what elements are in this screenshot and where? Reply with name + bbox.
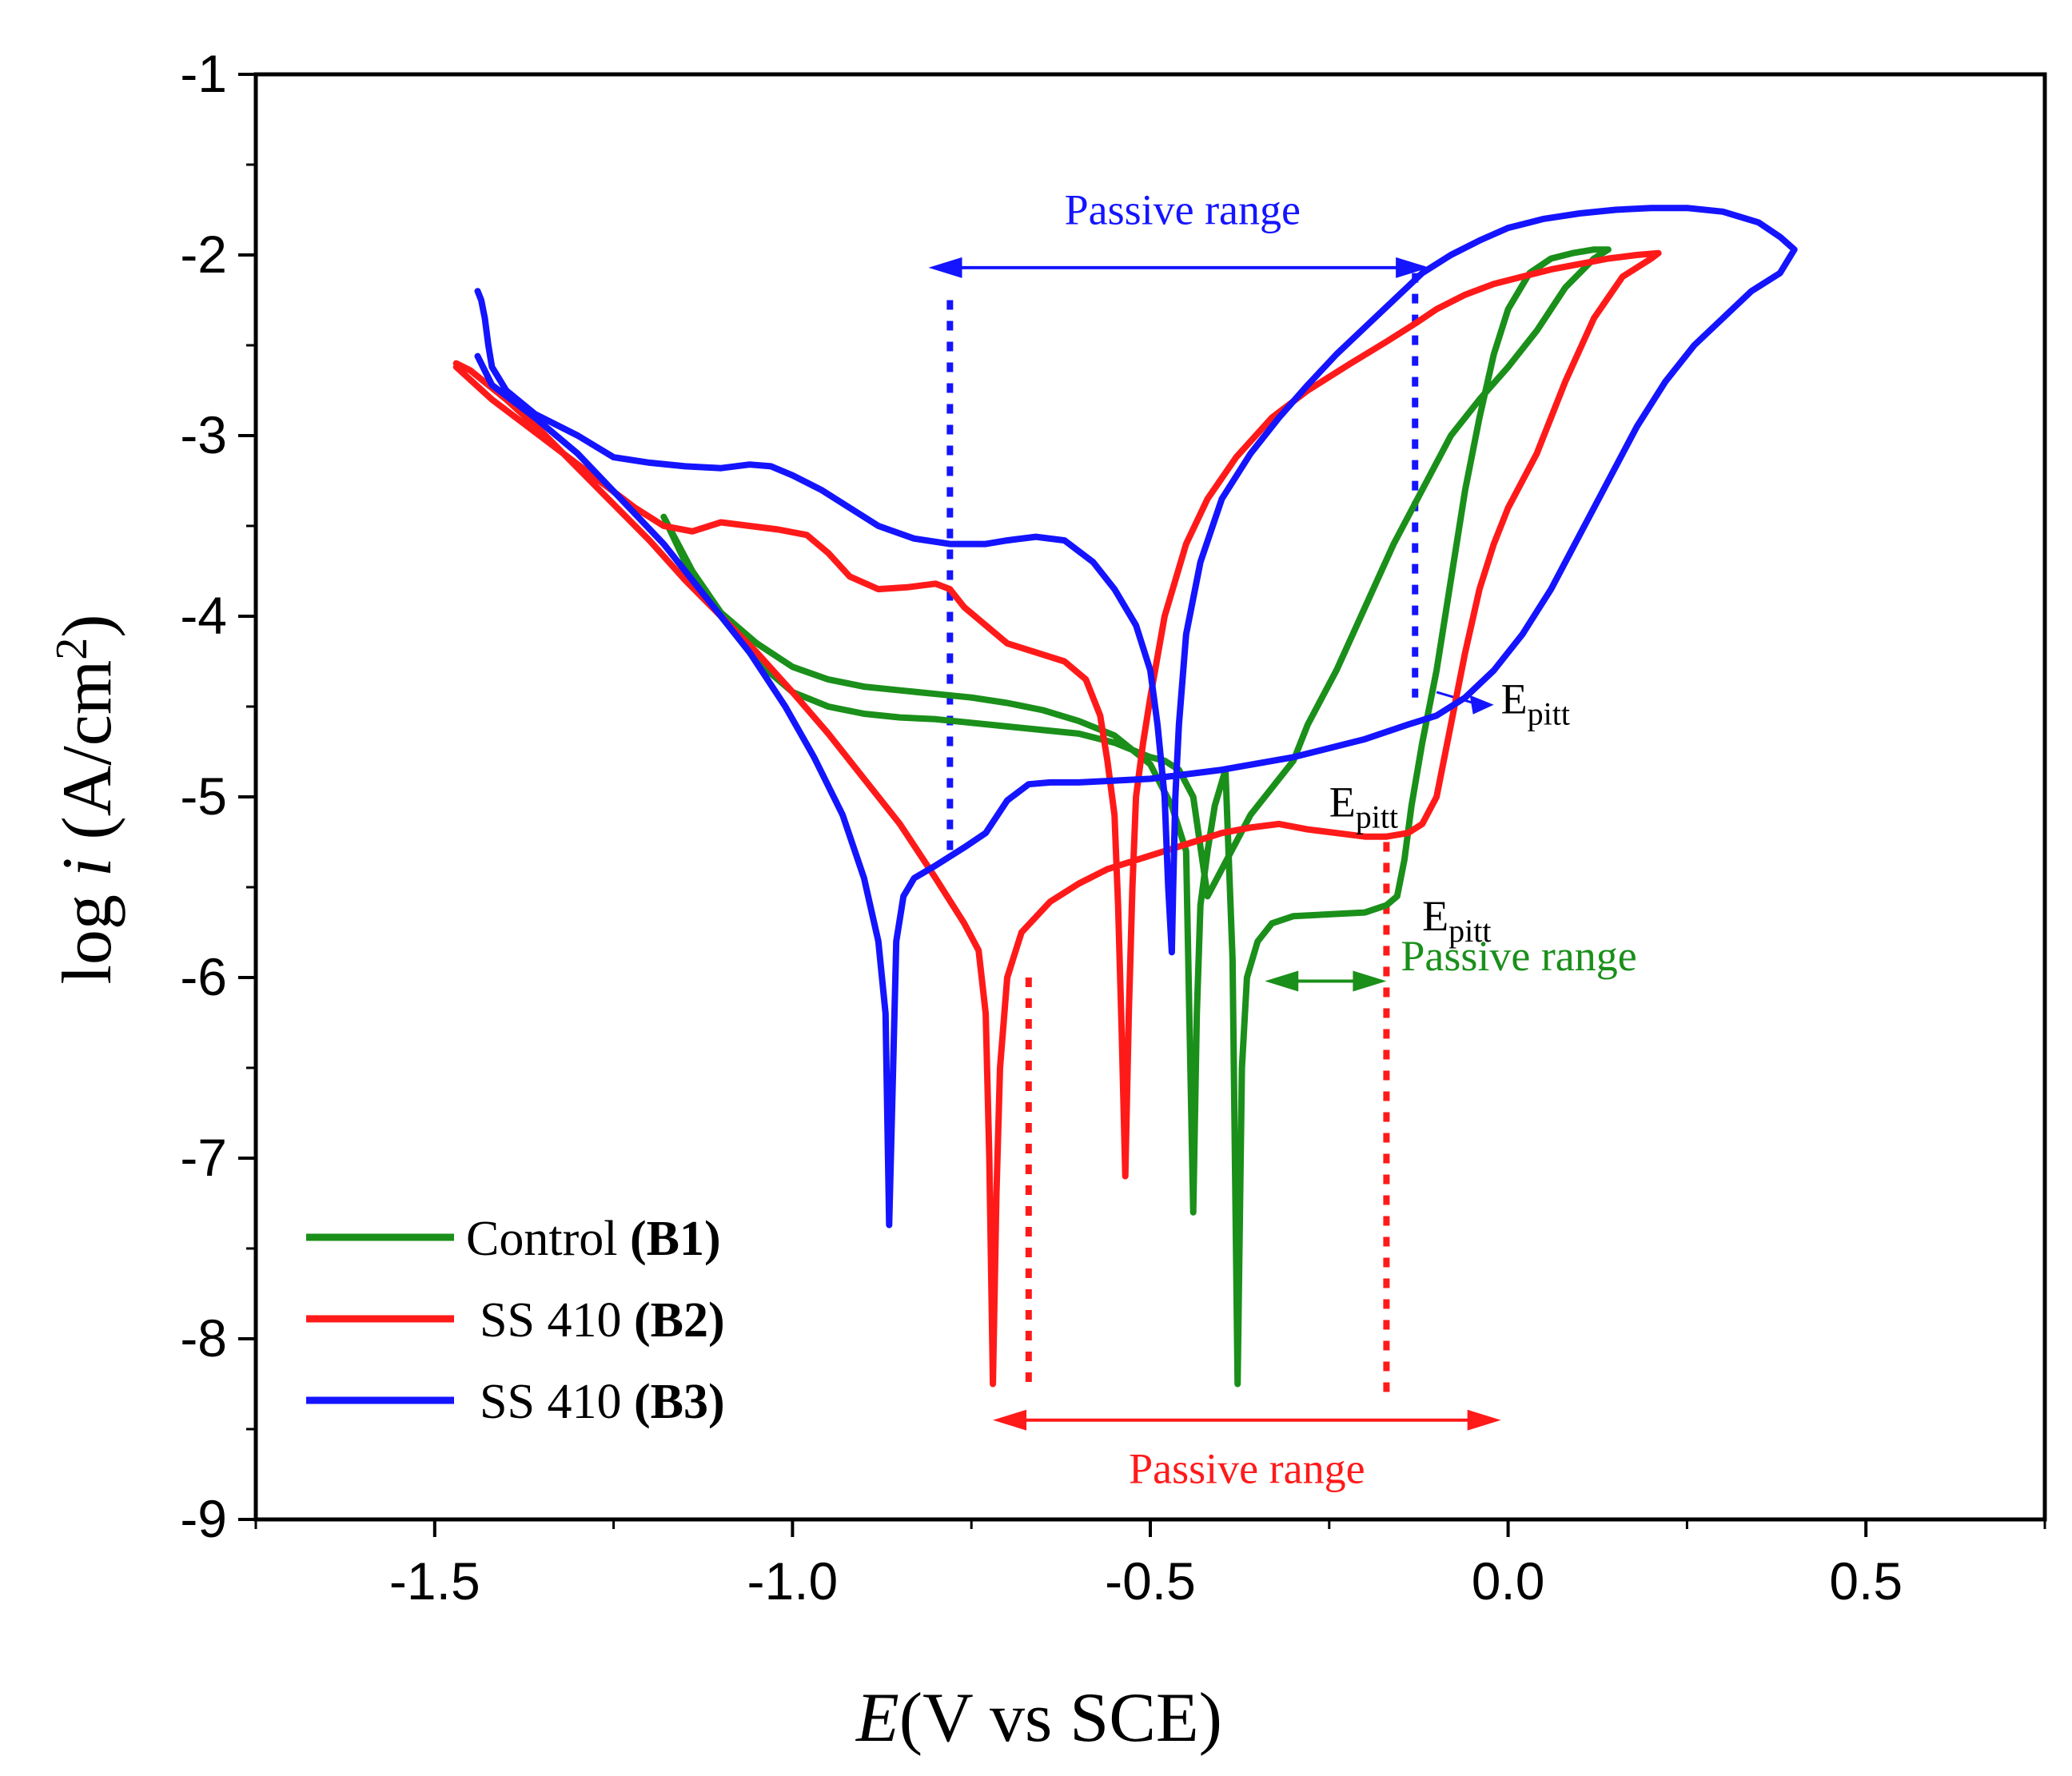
passive-range-markers bbox=[928, 257, 1501, 1431]
epitt-label-blue: Epitt bbox=[1501, 675, 1570, 732]
y-tick-label: -9 bbox=[180, 1489, 227, 1548]
y-tick-label: -6 bbox=[180, 947, 227, 1006]
y-tick-label: -1 bbox=[180, 44, 227, 103]
data-series bbox=[452, 205, 1798, 1388]
blue-passive-arrow-head-left bbox=[928, 257, 962, 278]
legend-label-b1: Control (B1) bbox=[466, 1212, 721, 1266]
x-tick-label: -1.5 bbox=[389, 1551, 480, 1611]
series-line-b3 bbox=[474, 205, 1798, 1228]
epitt-label-red: Epitt bbox=[1329, 778, 1398, 835]
epitt-blue-pointer-head bbox=[1469, 695, 1494, 715]
green-passive-arrow-head-right bbox=[1353, 970, 1387, 992]
epitt-label-green: Epitt bbox=[1422, 892, 1491, 949]
y-tick-label: -2 bbox=[180, 225, 227, 284]
red-passive-range-label: Passive range bbox=[1129, 1445, 1365, 1493]
tick-labels: -1.5 -1.0 -0.5 0.0 0.5 -1 -2 -3 -4 -5 -6 -7 -8 -9 bbox=[180, 44, 1903, 1611]
green-passive-range-label: Passive range bbox=[1401, 932, 1636, 980]
legend-label-b3: SS 410 (B3) bbox=[480, 1375, 725, 1429]
y-tick-label: -7 bbox=[180, 1128, 227, 1187]
blue-passive-range-label: Passive range bbox=[1065, 186, 1301, 234]
y-tick-label: -8 bbox=[180, 1308, 227, 1368]
plot-frame bbox=[253, 72, 2047, 1522]
legend-label-b2: SS 410 (B2) bbox=[480, 1293, 725, 1348]
x-tick-label: 0.5 bbox=[1829, 1551, 1903, 1611]
legend: Control (B1) SS 410 (B2) SS 410 (B3) bbox=[306, 1212, 725, 1429]
blue-passive-arrow-head-right bbox=[1396, 257, 1430, 278]
y-tick-label: -3 bbox=[180, 405, 227, 464]
x-tick-label: -1.0 bbox=[747, 1551, 839, 1611]
x-tick-label: 0.0 bbox=[1472, 1551, 1545, 1611]
annotations: Passive range Passive range Passive rang… bbox=[1065, 186, 1637, 1493]
y-tick-label: -5 bbox=[180, 767, 227, 826]
y-tick-label: -4 bbox=[180, 586, 227, 645]
red-passive-arrow-head-right bbox=[1467, 1409, 1501, 1431]
green-passive-arrow-head-left bbox=[1265, 970, 1299, 992]
y-axis-title: log i (A/cm2) bbox=[47, 614, 126, 984]
x-tick-label: -0.5 bbox=[1105, 1551, 1196, 1611]
red-passive-arrow-head-left bbox=[993, 1409, 1027, 1431]
x-axis-title: E(V vs SCE) bbox=[855, 1679, 1222, 1757]
series-line-b2 bbox=[452, 249, 1662, 1388]
